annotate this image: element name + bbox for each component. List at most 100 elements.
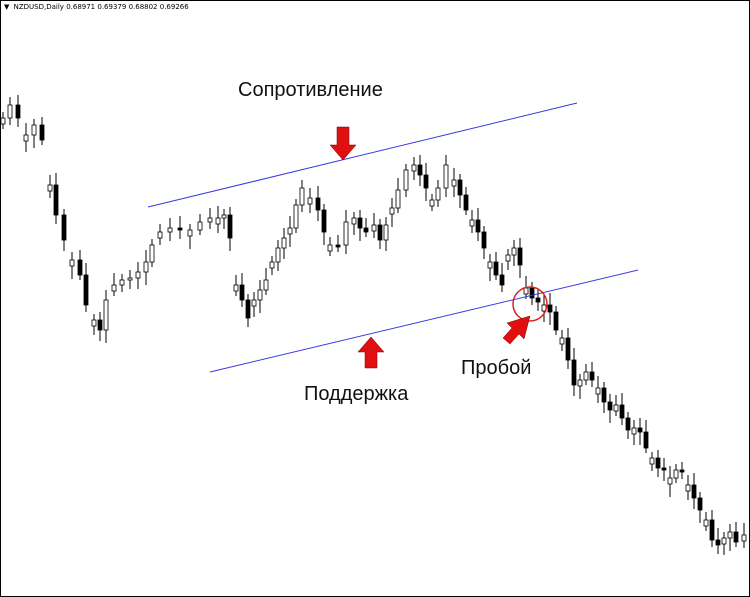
candle-body: [187, 229, 193, 237]
support-arrow-icon: [357, 336, 385, 369]
candle-body: [535, 297, 541, 303]
candle-body: [517, 247, 523, 266]
candle-body: [275, 247, 281, 263]
candle-body: [23, 134, 29, 142]
candle-body: [245, 299, 251, 319]
candle-body: [263, 279, 269, 291]
candle-body: [523, 287, 529, 295]
candle-body: [61, 214, 67, 241]
candle-body: [721, 537, 727, 545]
symbol-label: NZDUSD,Daily: [13, 3, 64, 11]
low-value: 0.68802: [128, 3, 158, 11]
candle-body: [649, 457, 655, 465]
candle-body: [233, 284, 239, 292]
candle-body: [389, 207, 395, 215]
candle-body: [357, 217, 363, 229]
candle-body: [655, 457, 661, 469]
candle-body: [547, 304, 553, 313]
candle-body: [703, 519, 709, 527]
candle-body: [351, 217, 357, 225]
candle-body: [363, 227, 369, 233]
candle-body: [287, 227, 293, 235]
candle-body: [97, 319, 103, 331]
candle-body: [335, 244, 341, 248]
candle-body: [667, 477, 673, 485]
candle-body: [577, 379, 583, 387]
candle-body: [0, 117, 6, 125]
support-label: Поддержка: [304, 383, 409, 405]
candle-body: [457, 179, 463, 196]
candle-body: [197, 221, 203, 231]
candle-body: [529, 287, 535, 299]
candle-body: [607, 401, 613, 411]
candle-body: [679, 469, 685, 473]
candle-body: [395, 189, 401, 209]
candle-body: [293, 204, 299, 229]
candle-body: [625, 417, 631, 431]
candle-body: [411, 164, 417, 172]
candle-body: [239, 284, 245, 301]
support-line: [209, 269, 639, 373]
candle-body: [469, 219, 475, 227]
candle-body: [559, 337, 565, 345]
candle-body: [619, 404, 625, 419]
candle-body: [77, 259, 83, 276]
candle-body: [371, 224, 377, 232]
breakout-circle: [512, 286, 548, 322]
candle-body: [715, 539, 721, 546]
candle-body: [417, 164, 423, 176]
candle-body: [215, 217, 221, 225]
candle-body: [127, 277, 133, 281]
chart-header: ▼ NZDUSD,Daily 0.68971 0.69379 0.68802 0…: [4, 3, 189, 11]
candle-body: [643, 431, 649, 449]
candle-body: [709, 519, 715, 541]
candle-body: [505, 254, 511, 262]
candle-body: [553, 311, 559, 331]
candle-body: [167, 227, 173, 233]
candle-body: [463, 194, 469, 211]
candle-body: [727, 531, 733, 539]
candle-body: [565, 337, 571, 361]
candle-body: [251, 299, 257, 307]
candle-body: [661, 467, 667, 471]
candle-body: [269, 261, 275, 269]
candle-body: [443, 164, 449, 189]
candle-body: [111, 284, 117, 292]
candle-body: [589, 371, 595, 381]
candle-body: [697, 497, 703, 511]
candle-body: [631, 427, 637, 435]
candle-body: [423, 174, 429, 189]
candle-body: [7, 104, 13, 119]
candle-body: [741, 534, 747, 542]
high-value: 0.69379: [97, 3, 127, 11]
candle-body: [403, 169, 409, 191]
candle-body: [53, 184, 59, 216]
resistance-arrow-icon: [329, 126, 357, 161]
candle-body: [177, 227, 183, 231]
candle-body: [377, 224, 383, 241]
candle-body: [39, 124, 45, 141]
candles: [0, 95, 747, 555]
candle-body: [157, 231, 163, 239]
candle-body: [613, 404, 619, 412]
candle-body: [83, 274, 89, 306]
candle-body: [315, 197, 321, 211]
candle-body: [15, 104, 21, 119]
candle-body: [257, 289, 263, 301]
candle-body: [511, 247, 517, 256]
candle-body: [143, 261, 149, 273]
candle-body: [601, 387, 607, 403]
candle-body: [135, 271, 141, 279]
candle-body: [475, 219, 481, 233]
candle-body: [673, 469, 679, 479]
candle-body: [69, 259, 75, 267]
candle-body: [685, 484, 691, 492]
candle-body: [119, 279, 125, 286]
candle-body: [91, 319, 97, 327]
candle-body: [321, 209, 327, 233]
symbol-dropdown-icon[interactable]: ▼: [4, 3, 10, 11]
close-value: 0.69266: [159, 3, 189, 11]
candle-body: [691, 484, 697, 499]
